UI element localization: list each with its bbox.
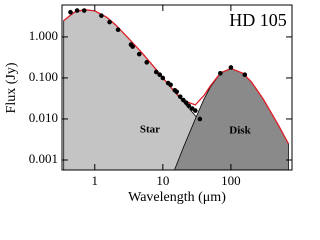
data-point xyxy=(144,60,150,65)
data-point xyxy=(115,27,121,32)
data-point xyxy=(218,70,223,76)
chart: HD 105 Star Disk Wavelength (μm) Flux (J… xyxy=(4,4,293,205)
annotation-disk: Disk xyxy=(229,125,251,137)
data-point xyxy=(242,72,248,77)
data-point xyxy=(157,72,163,77)
x-tick-label: 100 xyxy=(221,173,241,188)
x-axis-label: Wavelength (μm) xyxy=(128,190,226,205)
plot-area xyxy=(63,8,289,170)
data-point xyxy=(136,51,142,57)
data-point xyxy=(183,100,189,105)
data-point xyxy=(168,82,173,88)
data-point xyxy=(107,19,112,25)
data-point xyxy=(228,65,234,70)
data-point xyxy=(130,44,135,49)
x-tick-label: 1 xyxy=(92,173,99,188)
x-tick-label: 10 xyxy=(156,173,169,188)
data-point xyxy=(160,75,166,81)
annotation-star: Star xyxy=(140,124,160,136)
y-tick-label: 0.100 xyxy=(29,69,58,84)
plot-frame xyxy=(61,4,293,171)
data-point xyxy=(177,94,183,99)
data-point xyxy=(68,9,73,15)
data-point xyxy=(81,8,87,13)
y-axis-label: Flux (Jy) xyxy=(4,62,19,113)
data-point xyxy=(193,108,198,113)
data-point xyxy=(99,13,104,18)
annotation-title: HD 105 xyxy=(229,10,287,30)
data-point xyxy=(174,89,180,95)
data-point xyxy=(74,8,80,13)
data-point xyxy=(153,69,159,75)
y-tick-label: 0.001 xyxy=(29,151,58,166)
data-point xyxy=(186,103,192,109)
y-tick-label: 1.000 xyxy=(29,28,58,43)
y-tick-label: 0.010 xyxy=(29,110,58,125)
data-point xyxy=(197,116,203,122)
